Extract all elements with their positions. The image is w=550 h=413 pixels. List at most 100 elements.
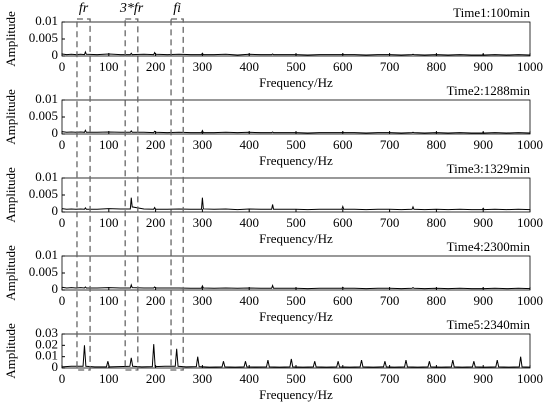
x-tick-label: 900 <box>473 59 493 74</box>
x-tick-label: 0 <box>59 137 66 152</box>
annotation-box <box>76 18 91 371</box>
x-tick-label: 700 <box>380 137 400 152</box>
x-tick-label: 400 <box>239 137 259 152</box>
annotation-label: 3*fr <box>119 1 144 16</box>
x-tick-label: 400 <box>239 59 259 74</box>
x-tick-label: 900 <box>473 137 493 152</box>
y-tick-label: 0.01 <box>35 348 58 363</box>
x-tick-label: 400 <box>239 215 259 230</box>
x-tick-label: 600 <box>333 293 353 308</box>
x-tick-label: 0 <box>59 371 66 386</box>
x-axis-label: Frequency/Hz <box>259 387 333 402</box>
x-tick-label: 800 <box>427 137 447 152</box>
x-tick-label: 200 <box>146 137 166 152</box>
x-tick-label: 900 <box>473 215 493 230</box>
x-tick-label: 800 <box>427 371 447 386</box>
x-tick-label: 400 <box>239 293 259 308</box>
x-tick-label: 300 <box>193 371 213 386</box>
plot-frame <box>61 255 531 291</box>
annotation-label: fr <box>79 1 89 16</box>
x-tick-label: 700 <box>380 59 400 74</box>
x-tick-label: 200 <box>146 293 166 308</box>
y-tick-label: 0 <box>52 281 59 296</box>
x-tick-label: 0 <box>59 59 66 74</box>
y-tick-label: 0 <box>52 359 59 374</box>
y-tick-label: 0.01 <box>35 247 58 262</box>
y-tick-label: 0.005 <box>29 186 58 201</box>
x-tick-label: 100 <box>99 371 119 386</box>
annotation-label: fi <box>173 1 181 16</box>
x-tick-label: 600 <box>333 371 353 386</box>
x-tick-label: 200 <box>146 59 166 74</box>
y-axis-label: Amplitude <box>3 167 18 223</box>
y-tick-label: 0.01 <box>35 91 58 106</box>
x-tick-label: 500 <box>286 59 306 74</box>
x-tick-label: 0 <box>59 293 66 308</box>
x-tick-label: 400 <box>239 371 259 386</box>
x-tick-label: 1000 <box>517 371 543 386</box>
annotation-box <box>124 18 139 371</box>
spectrum-line <box>61 50 531 56</box>
x-tick-label: 100 <box>99 293 119 308</box>
x-tick-label: 500 <box>286 215 306 230</box>
x-tick-label: 1000 <box>517 293 543 308</box>
y-tick-label: 0 <box>52 203 59 218</box>
x-tick-label: 300 <box>193 59 213 74</box>
x-tick-label: 0 <box>59 215 66 230</box>
x-tick-label: 800 <box>427 59 447 74</box>
x-tick-label: 1000 <box>517 215 543 230</box>
x-tick-label: 500 <box>286 293 306 308</box>
x-tick-label: 800 <box>427 293 447 308</box>
x-tick-label: 900 <box>473 371 493 386</box>
panel-title: Time2:1288min <box>447 83 531 98</box>
y-axis-label: Amplitude <box>3 89 18 145</box>
y-tick-label: 0.01 <box>35 169 58 184</box>
plot-frame <box>61 99 531 135</box>
y-tick-label: 0.02 <box>35 336 58 351</box>
y-axis-label: Amplitude <box>3 245 18 301</box>
x-tick-label: 300 <box>193 137 213 152</box>
x-tick-label: 600 <box>333 215 353 230</box>
x-tick-label: 100 <box>99 59 119 74</box>
x-tick-label: 200 <box>146 371 166 386</box>
plot-frame <box>61 21 531 57</box>
x-tick-label: 600 <box>333 59 353 74</box>
x-tick-label: 300 <box>193 215 213 230</box>
y-tick-label: 0.005 <box>29 108 58 123</box>
y-tick-label: 0.03 <box>35 325 58 340</box>
x-tick-label: 1000 <box>517 137 543 152</box>
y-tick-label: 0.005 <box>29 30 58 45</box>
x-tick-label: 300 <box>193 293 213 308</box>
x-axis-label: Frequency/Hz <box>259 153 333 168</box>
spectrum-line <box>61 283 531 290</box>
x-axis-label: Frequency/Hz <box>259 75 333 90</box>
y-axis-label: Amplitude <box>3 323 18 379</box>
y-axis-label: Amplitude <box>3 11 18 67</box>
x-tick-label: 1000 <box>517 59 543 74</box>
panel-title: Time4:2300min <box>447 239 531 254</box>
x-tick-label: 200 <box>146 215 166 230</box>
panel-title: Time5:2340min <box>447 317 531 332</box>
panel-title: Time3:1329min <box>447 161 531 176</box>
spectrum-line <box>61 344 531 368</box>
x-tick-label: 700 <box>380 371 400 386</box>
x-tick-label: 700 <box>380 215 400 230</box>
x-axis-label: Frequency/Hz <box>259 231 333 246</box>
x-tick-label: 800 <box>427 215 447 230</box>
y-tick-label: 0.01 <box>35 13 58 28</box>
annotation-box <box>170 18 184 371</box>
x-tick-label: 600 <box>333 137 353 152</box>
x-tick-label: 500 <box>286 371 306 386</box>
x-axis-label: Frequency/Hz <box>259 309 333 324</box>
y-tick-label: 0 <box>52 47 59 62</box>
x-tick-label: 700 <box>380 293 400 308</box>
x-tick-label: 100 <box>99 215 119 230</box>
y-tick-label: 0 <box>52 125 59 140</box>
spectrum-line <box>61 129 531 134</box>
spectrum-line <box>61 197 531 211</box>
x-tick-label: 900 <box>473 293 493 308</box>
y-tick-label: 0.005 <box>29 264 58 279</box>
panel-title: Time1:100min <box>453 5 530 20</box>
x-tick-label: 500 <box>286 137 306 152</box>
